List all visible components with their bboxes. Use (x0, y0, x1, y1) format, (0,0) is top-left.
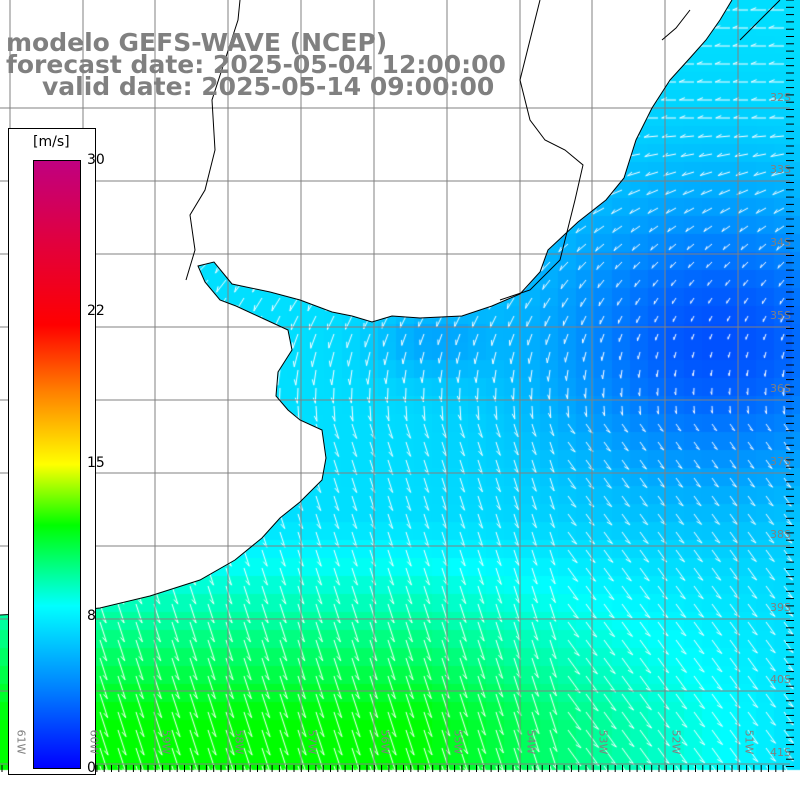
river-coast-detail (185, 0, 781, 301)
longitude-label: 57W (305, 729, 319, 755)
latitude-label: 37S (770, 455, 791, 468)
longitude-label: 52W (669, 729, 683, 755)
latitude-label: 36S (770, 382, 791, 395)
latitude-label: 33S (770, 163, 791, 176)
title-model: modelo GEFS-WAVE (NCEP) (6, 28, 388, 57)
latitude-label: 40S (770, 673, 791, 686)
latitude-label: 38S (770, 528, 791, 541)
latitude-label: 34S (770, 236, 791, 249)
title-forecast-date: forecast date: 2025-05-04 12:00:00 (6, 50, 506, 79)
graticule (0, 0, 790, 770)
longitude-label: 60W (87, 729, 101, 755)
longitude-label: 61W (14, 729, 28, 755)
colorbar-tick: 8 (87, 608, 96, 624)
colorbar (33, 160, 81, 769)
longitude-label: 55W (451, 729, 465, 755)
latitude-label: 35S (770, 309, 791, 322)
longitude-label: 58W (232, 729, 246, 755)
colorbar-tick: 22 (87, 303, 105, 319)
latitude-label: 32S (770, 91, 791, 104)
coastline (0, 0, 733, 616)
longitude-label: 53W (596, 729, 610, 755)
longitude-label: 56W (378, 729, 392, 755)
longitude-label: 59W (159, 729, 173, 755)
latitude-label: 39S (770, 601, 791, 614)
colorbar-tick: 0 (87, 760, 96, 776)
longitude-label: 51W (742, 729, 756, 755)
axis-ticks (1, 0, 794, 772)
colorbar-tick: 15 (87, 455, 105, 471)
longitude-label: 54W (524, 729, 538, 755)
latitude-label: 41S (770, 746, 791, 759)
colorbar-unit: [m/s] (33, 134, 70, 150)
colorbar-tick: 30 (87, 152, 105, 168)
title-valid-date: valid date: 2025-05-14 09:00:00 (42, 72, 495, 101)
